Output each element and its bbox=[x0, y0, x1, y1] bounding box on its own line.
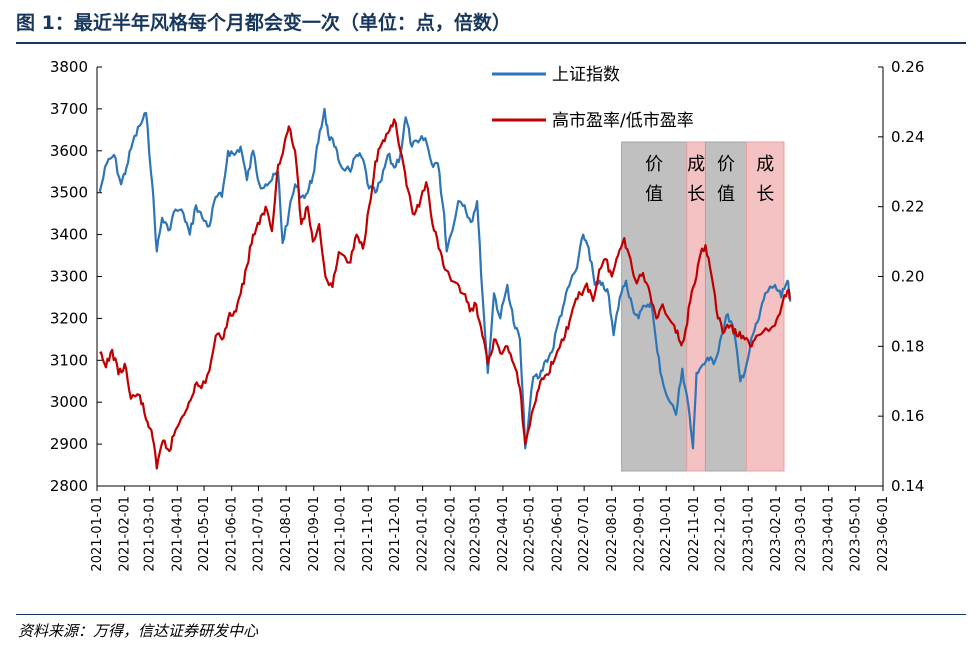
x-tick-label-7: 2021-08-01 bbox=[279, 496, 294, 572]
x-tick-label-25: 2023-02-01 bbox=[769, 496, 784, 572]
x-tick-label-8: 2021-09-01 bbox=[307, 496, 322, 572]
band-label-0-0: 价 bbox=[645, 154, 663, 175]
x-tick-label-20: 2022-09-01 bbox=[632, 496, 647, 572]
style-band-3 bbox=[745, 141, 785, 472]
x-tick-label-29: 2023-06-01 bbox=[876, 496, 891, 572]
y-left-tick-label-0: 2800 bbox=[50, 477, 88, 495]
band-label-2-1: 值 bbox=[717, 184, 735, 205]
y-left-tick-label-7: 3500 bbox=[50, 184, 88, 202]
band-label-1-0: 成 bbox=[687, 154, 705, 175]
x-tick-label-24: 2023-01-01 bbox=[741, 496, 756, 572]
x-tick-label-11: 2021-12-01 bbox=[388, 496, 403, 572]
x-tick-label-0: 2021-01-01 bbox=[90, 496, 105, 572]
x-tick-label-13: 2022-02-01 bbox=[443, 496, 458, 572]
y-right-tick-label-4: 0.22 bbox=[891, 198, 924, 216]
x-tick-label-23: 2022-12-01 bbox=[714, 496, 729, 572]
series-line-0 bbox=[98, 107, 792, 450]
style-band-2 bbox=[704, 141, 747, 472]
y-left-tick-label-8: 3600 bbox=[50, 142, 88, 160]
x-tick-label-2: 2021-03-01 bbox=[143, 496, 158, 572]
x-tick-label-26: 2023-03-01 bbox=[794, 496, 809, 572]
y-right-tick-label-0: 0.14 bbox=[891, 477, 924, 495]
x-tick-label-16: 2022-05-01 bbox=[523, 496, 538, 572]
y-left-tick-label-3: 3100 bbox=[50, 351, 88, 369]
y-right-tick-label-6: 0.26 bbox=[891, 58, 924, 76]
y-left-tick-label-1: 2900 bbox=[50, 435, 88, 453]
axes: 2800 2900 3000 3100 3200 3300 3400 3500 3600 3700… bbox=[50, 58, 925, 572]
x-tick-label-5: 2021-06-01 bbox=[225, 496, 240, 572]
x-tick-label-27: 2023-04-01 bbox=[822, 496, 837, 572]
x-tick-label-19: 2022-08-01 bbox=[605, 496, 620, 572]
title-rule bbox=[16, 42, 966, 44]
y-right-tick-label-3: 0.20 bbox=[891, 268, 924, 286]
y-right-tick-label-5: 0.24 bbox=[891, 128, 924, 146]
x-tick-label-4: 2021-05-01 bbox=[197, 496, 212, 572]
band-label-2-0: 价 bbox=[717, 154, 735, 175]
y-left-tick-label-4: 3200 bbox=[50, 309, 88, 327]
x-tick-label-18: 2022-07-01 bbox=[577, 496, 592, 572]
y-left-tick-label-10: 3800 bbox=[50, 58, 88, 76]
x-tick-label-6: 2021-07-01 bbox=[251, 496, 266, 572]
band-label-3-1: 长 bbox=[756, 184, 774, 205]
series-lines bbox=[98, 107, 792, 470]
x-tick-label-22: 2022-11-01 bbox=[687, 496, 702, 572]
y-left-tick-label-9: 3700 bbox=[50, 100, 88, 118]
source-rule bbox=[16, 614, 966, 615]
y-left-tick-label-6: 3400 bbox=[50, 226, 88, 244]
figure-title: 图 1：最近半年风格每个月都会变一次（单位：点，倍数） bbox=[16, 12, 511, 34]
legend-label-1: 高市盈率/低市盈率 bbox=[552, 111, 694, 131]
x-tick-label-17: 2022-06-01 bbox=[550, 496, 565, 572]
y-right-tick-label-1: 0.16 bbox=[891, 407, 924, 425]
band-label-0-1: 值 bbox=[645, 184, 663, 205]
y-left-tick-label-5: 3300 bbox=[50, 268, 88, 286]
y-right-tick-label-2: 0.18 bbox=[891, 337, 924, 355]
x-tick-label-12: 2022-01-01 bbox=[416, 496, 431, 572]
x-tick-label-14: 2022-03-01 bbox=[468, 496, 483, 572]
band-label-1-1: 长 bbox=[687, 184, 705, 205]
y-left-tick-label-2: 3000 bbox=[50, 393, 88, 411]
source-note: 资料来源：万得，信达证券研发中心 bbox=[18, 622, 259, 640]
x-tick-label-28: 2023-05-01 bbox=[848, 496, 863, 572]
x-tick-label-9: 2021-10-01 bbox=[334, 496, 349, 572]
x-tick-label-10: 2021-11-01 bbox=[361, 496, 376, 572]
x-tick-label-15: 2022-04-01 bbox=[496, 496, 511, 572]
band-label-3-0: 成 bbox=[756, 154, 774, 175]
x-tick-label-3: 2021-04-01 bbox=[170, 496, 185, 572]
legend-label-0: 上证指数 bbox=[552, 65, 620, 85]
x-tick-label-1: 2021-02-01 bbox=[118, 496, 133, 572]
x-tick-label-21: 2022-10-01 bbox=[659, 496, 674, 572]
series-line-1 bbox=[99, 118, 792, 470]
